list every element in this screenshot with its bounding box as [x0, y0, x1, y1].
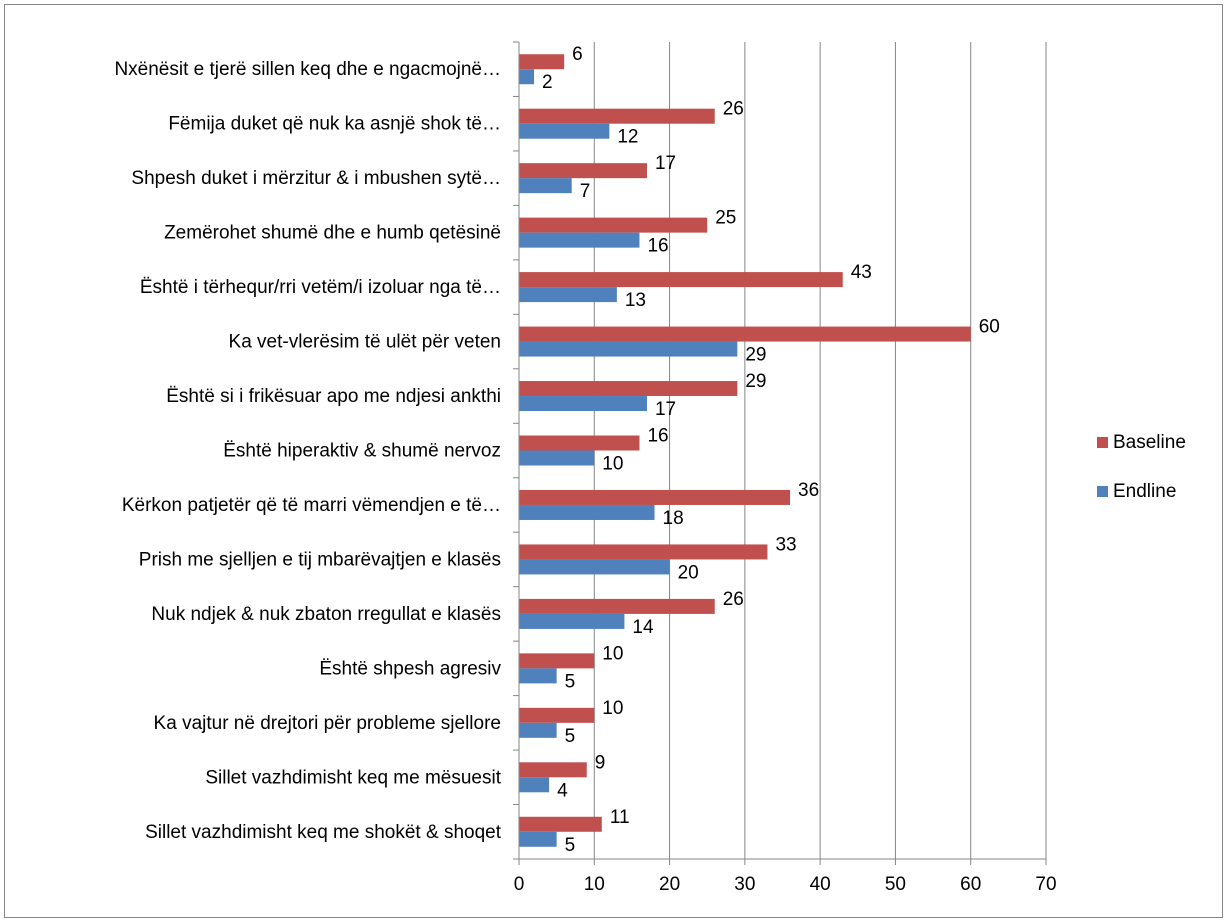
bars: 62 26 12 17 7 25 16 43 13 60 29 29 17 16 10 36 18 33 20 26 1…	[519, 44, 1000, 856]
data-label-endline: 13	[625, 290, 646, 311]
bar-baseline	[519, 326, 971, 342]
category-label: Nuk ndjek & nuk zbaton rregullat e klasë…	[151, 604, 501, 625]
bar-baseline	[519, 707, 595, 723]
category-label: Fëmija duket që nuk ka asnjë shok të…	[168, 114, 501, 135]
data-label-baseline: 10	[602, 643, 623, 664]
category-label: Kërkon patjetër që të marri vëmendjen e …	[122, 495, 501, 516]
category-label: Është si i frikësuar apo me ndjesi ankth…	[166, 386, 501, 407]
category-label: Është shpesh agresiv	[319, 658, 501, 679]
data-label-baseline: 43	[851, 262, 872, 283]
bar-endline	[519, 559, 670, 575]
bar-baseline	[519, 381, 738, 397]
legend-label-endline: Endline	[1113, 481, 1176, 502]
x-tick-label: 40	[810, 874, 831, 895]
category-label: Zemërohet shumë dhe e humb qetësinë	[164, 223, 501, 244]
bar-endline	[519, 668, 557, 684]
bar-endline	[519, 450, 595, 466]
data-label-endline: 2	[542, 72, 553, 93]
data-label-baseline: 26	[723, 589, 744, 610]
bar-baseline	[519, 54, 565, 70]
data-label-baseline: 36	[798, 480, 819, 501]
data-label-endline: 18	[663, 508, 684, 529]
x-tick-label: 50	[885, 874, 906, 895]
chart-frame: 6 2 26 12 17 7 25 16 43 13 60 29 29 17 16 10 36 18 33 20 26 1…	[4, 4, 1223, 918]
bar-endline	[519, 777, 550, 793]
bar-endline	[519, 287, 617, 303]
bar-baseline	[519, 544, 768, 560]
category-label: Ka vajtur në drejtori për probleme sjell…	[154, 713, 501, 734]
data-label-baseline: 17	[655, 153, 676, 174]
data-label-endline: 12	[617, 127, 638, 148]
bar-baseline	[519, 489, 791, 505]
x-tick-label: 70	[1035, 874, 1056, 895]
data-label-baseline: 60	[979, 317, 1000, 338]
bar-endline	[519, 831, 557, 847]
x-tick-label: 30	[734, 874, 755, 895]
category-label: Ka vet-vlerësim të ulët për veten	[229, 332, 501, 353]
data-label-baseline: 33	[775, 534, 796, 555]
bar-endline	[519, 613, 625, 629]
bar-baseline	[519, 435, 640, 451]
category-label: Prish me sjelljen e tij mbarëvajtjen e k…	[139, 549, 501, 570]
data-label-endline: 20	[678, 562, 699, 583]
data-label-endline: 14	[632, 617, 654, 638]
category-label: Sillet vazhdimisht keq me shokët & shoqe…	[145, 822, 502, 843]
bar-baseline	[519, 653, 595, 669]
data-label-baseline: 25	[715, 208, 736, 229]
bar-baseline	[519, 762, 587, 778]
legend: Baseline Endline	[1097, 432, 1186, 502]
data-label-endline: 10	[602, 454, 623, 475]
bar-baseline	[519, 163, 647, 179]
bar-endline	[519, 178, 572, 194]
category-label: Shpesh duket i mërzitur & i mbushen sytë…	[131, 168, 501, 189]
x-tick-label: 20	[659, 874, 680, 895]
gridlines	[593, 42, 1047, 859]
data-label-endline: 7	[580, 181, 591, 202]
bar-endline	[519, 69, 535, 85]
data-label-baseline: 6	[572, 44, 583, 65]
bar-baseline	[519, 108, 715, 124]
data-label-endline: 5	[565, 671, 576, 692]
category-label: Sillet vazhdimisht keq me mësuesit	[205, 767, 501, 788]
data-label-endline: 29	[745, 345, 766, 366]
bar-baseline	[519, 816, 602, 832]
data-label-endline: 17	[655, 399, 676, 420]
category-label: Është i tërhequr/rri vetëm/i izoluar nga…	[140, 277, 501, 298]
data-label-baseline: 11	[610, 807, 630, 828]
bar-endline	[519, 722, 557, 738]
x-tick-label: 10	[584, 874, 605, 895]
legend-label-baseline: Baseline	[1113, 432, 1186, 453]
category-label: Nxënësit e tjerë sillen keq dhe e ngacmo…	[114, 59, 501, 80]
category-label: Është hiperaktiv & shumë nervoz	[223, 441, 501, 462]
bar-baseline	[519, 272, 843, 288]
bar-baseline	[519, 598, 715, 614]
legend-swatch-endline	[1097, 486, 1108, 497]
data-label-baseline: 10	[602, 698, 623, 719]
data-label-endline: 4	[557, 780, 568, 801]
bar-endline	[519, 232, 640, 248]
bar-endline	[519, 504, 655, 520]
data-label-baseline: 29	[745, 371, 766, 392]
legend-swatch-baseline	[1097, 437, 1108, 448]
x-tick-label: 60	[960, 874, 981, 895]
bar-endline	[519, 396, 647, 412]
data-label-baseline: 26	[723, 99, 744, 120]
horizontal-bar-chart: 62 26 12 17 7 25 16 43 13 60 29 29 17 16 10 36 18 33 20 26 1…	[114, 41, 1186, 895]
data-label-endline: 5	[565, 726, 576, 747]
data-label-baseline: 9	[595, 752, 606, 773]
bar-endline	[519, 341, 738, 357]
x-tick-label: 0	[514, 874, 525, 895]
data-label-baseline: 16	[647, 426, 668, 447]
data-label-endline: 16	[647, 236, 668, 257]
data-label-endline: 5	[565, 835, 576, 856]
bar-baseline	[519, 217, 708, 233]
bar-endline	[519, 123, 610, 139]
axes: 0 10 20 30 40 50 60 70 Nxënësit e tjerë sillen k…	[114, 41, 1057, 895]
